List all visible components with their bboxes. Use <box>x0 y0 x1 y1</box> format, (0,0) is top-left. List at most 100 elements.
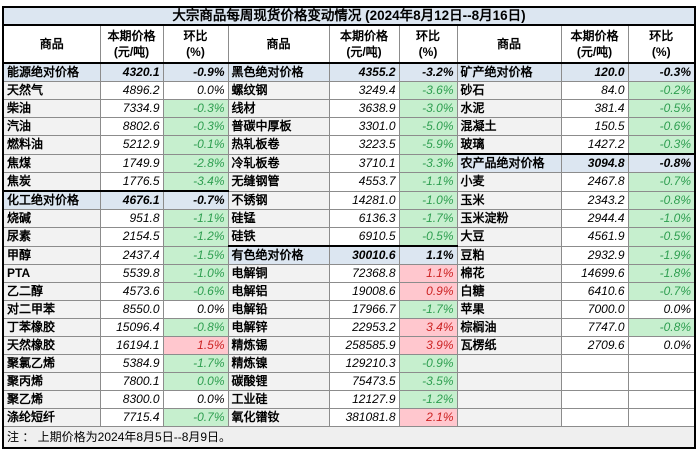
pct-cell: -1.5% <box>162 245 229 265</box>
price-cell <box>560 408 629 427</box>
price-cell: 75473.5 <box>328 372 400 391</box>
table-row: 柴油 7334.9 -0.3% 线材 3638.9 -3.0% 水泥 381.4 -0.5% <box>2 99 696 118</box>
commodity-cell: 聚氯乙烯 <box>2 354 101 373</box>
price-cell: 3223.5 <box>328 135 400 155</box>
price-cell <box>560 372 629 391</box>
price-cell: 72368.8 <box>328 264 400 283</box>
pct-cell: -1.9% <box>627 245 696 265</box>
pct-cell: 0.0% <box>162 390 229 409</box>
price-cell: 4896.2 <box>99 81 164 100</box>
price-cell: 3301.0 <box>328 117 400 136</box>
pct-cell: -1.8% <box>627 264 696 283</box>
price-cell: 381081.8 <box>328 408 400 427</box>
pct-cell: -0.3% <box>162 117 229 136</box>
table-row: 丁苯橡胶 15096.4 -0.8% 电解锌 22953.2 3.4% 棕榈油 7747.0-… <box>2 318 696 337</box>
commodity-cell: 硅锰 <box>227 209 330 228</box>
commodity-cell: PTA <box>2 264 101 283</box>
pct-cell: -3.5% <box>398 372 458 391</box>
pct-cell <box>627 372 696 391</box>
header-pct-3: 环比 (%) <box>627 24 696 64</box>
header-pct-2: 环比 (%) <box>398 24 458 64</box>
price-cell: 2467.8 <box>560 172 629 192</box>
price-cell: 3094.8 <box>560 153 629 173</box>
pct-cell: -0.7% <box>627 172 696 192</box>
price-cell: 2437.4 <box>99 245 164 265</box>
pct-cell: -3.6% <box>398 81 458 100</box>
commodity-cell: 瓦楞纸 <box>456 336 562 355</box>
table-row: 聚氯乙烯 5384.9 -1.7% 精炼镍 129210.3 -0.9% <box>2 354 696 373</box>
commodity-cell: 工业硅 <box>227 390 330 409</box>
pct-cell: -0.5% <box>627 99 696 118</box>
pct-cell: -0.8% <box>627 153 696 173</box>
commodity-cell: 电解铅 <box>227 300 330 319</box>
header-pct-1: 环比 (%) <box>162 24 229 64</box>
table-row: 天然气 4896.2 0.0% 螺纹钢 3249.4 -3.6% 砂石 84.0 -0.2% <box>2 81 696 100</box>
commodity-cell <box>456 408 562 427</box>
commodity-cell: 聚乙烯 <box>2 390 101 409</box>
pct-cell: -3.0% <box>398 99 458 118</box>
commodity-cell <box>456 390 562 409</box>
price-cell: 3249.4 <box>328 81 400 100</box>
pct-cell: 0.0% <box>162 372 229 391</box>
price-cell: 8550.0 <box>99 300 164 319</box>
price-cell: 22953.2 <box>328 318 400 337</box>
commodity-cell: 玉米淀粉 <box>456 209 562 228</box>
commodity-cell: 硅铁 <box>227 227 330 247</box>
commodity-cell: 大豆 <box>456 227 562 247</box>
pct-cell: -1.7% <box>398 209 458 228</box>
commodity-cell: 精炼镍 <box>227 354 330 373</box>
price-cell: 3710.1 <box>328 153 400 173</box>
header-commodity-1: 商品 <box>2 24 101 64</box>
price-cell: 7715.4 <box>99 408 164 427</box>
title-row: 大宗商品每周现货价格变动情况 (2024年8月12日--8月16日) <box>2 6 696 26</box>
pct-cell: 0.9% <box>398 282 458 301</box>
table-row: 能源绝对价格 4320.1 -0.9% 黑色绝对价格 4355.2 -3.2% 矿产绝对价格… <box>2 62 696 82</box>
table-row: 焦煤 1749.9 -2.8% 冷轧板卷 3710.1 -3.3% 农产品绝对价格 3094.… <box>2 153 696 173</box>
table-row: 烧碱 951.8 -1.1% 硅锰 6136.3 -1.7% 玉米淀粉 2944.4 -1.0% <box>2 209 696 228</box>
price-cell: 4553.7 <box>328 172 400 192</box>
table-row: 化工绝对价格 4676.1 -0.7% 不锈钢 14281.0 -1.0% 玉米 2343.2… <box>2 190 696 210</box>
commodity-cell: 热轧板卷 <box>227 135 330 155</box>
pct-cell: -1.7% <box>162 354 229 373</box>
table-row: 焦炭 1776.5 -3.4% 无缝钢管 4553.7 -1.1% 小麦 2467.8 -0.7… <box>2 172 696 192</box>
commodity-cell: 普碳中厚板 <box>227 117 330 136</box>
pct-cell: -0.8% <box>627 190 696 210</box>
commodity-cell: 电解铜 <box>227 264 330 283</box>
price-cell: 4355.2 <box>328 62 400 82</box>
price-cell: 8802.6 <box>99 117 164 136</box>
header-price-2: 本期价格 (元/吨) <box>328 24 400 64</box>
table-row: 对二甲苯 8550.0 0.0% 电解铅 17966.7 -1.7% 苹果 7000.0 0.0… <box>2 300 696 319</box>
commodity-cell <box>456 354 562 373</box>
commodity-cell: 电解锌 <box>227 318 330 337</box>
header-price-1: 本期价格 (元/吨) <box>99 24 164 64</box>
table-row: 尿素 2154.5 -1.2% 硅铁 6910.5 -0.5% 大豆 4561.9 -0.5% <box>2 227 696 247</box>
header-price-3: 本期价格 (元/吨) <box>560 24 629 64</box>
commodity-cell: 涤纶短纤 <box>2 408 101 427</box>
price-cell: 1776.5 <box>99 172 164 192</box>
pct-cell: 2.1% <box>398 408 458 427</box>
pct-cell: -0.3% <box>627 62 696 82</box>
price-cell: 120.0 <box>560 62 629 82</box>
price-cell: 19008.6 <box>328 282 400 301</box>
pct-cell: 0.0% <box>627 300 696 319</box>
commodity-cell: 棉花 <box>456 264 562 283</box>
pct-cell: -2.8% <box>162 153 229 173</box>
price-cell: 4573.6 <box>99 282 164 301</box>
header-commodity-3: 商品 <box>456 24 562 64</box>
pct-cell: -0.6% <box>627 117 696 136</box>
table-row: 聚乙烯 8300.0 0.0% 工业硅 12127.9 -1.2% <box>2 390 696 409</box>
pct-cell: -0.7% <box>162 408 229 427</box>
price-cell <box>560 390 629 409</box>
footnote: 注 ： 上期价格为2024年8月5日--8月9日。 <box>2 426 696 449</box>
price-cell: 6136.3 <box>328 209 400 228</box>
price-cell: 17966.7 <box>328 300 400 319</box>
commodity-cell: 烧碱 <box>2 209 101 228</box>
pct-cell: -1.0% <box>627 209 696 228</box>
pct-cell <box>627 354 696 373</box>
commodity-cell: 不锈钢 <box>227 190 330 210</box>
pct-cell: -3.3% <box>398 153 458 173</box>
price-cell: 84.0 <box>560 81 629 100</box>
price-cell: 4561.9 <box>560 227 629 247</box>
pct-cell: -3.4% <box>162 172 229 192</box>
